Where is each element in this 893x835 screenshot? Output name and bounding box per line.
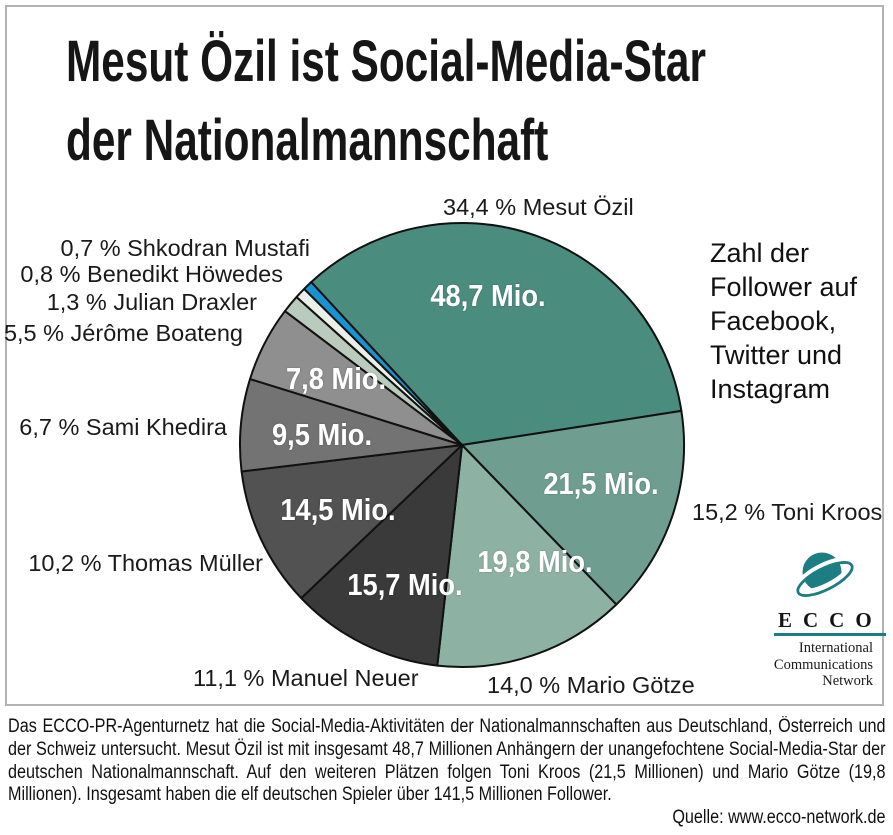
pie-label-neuer: 11,1 % Manuel Neuer (193, 665, 419, 691)
pie-label-hoewedes: 0,8 % Benedikt Höwedes (20, 261, 283, 287)
pie-value-neuer: 15,7 Mio. (347, 567, 463, 602)
pie-value-mueller: 14,5 Mio. (280, 492, 396, 527)
pie-value-oezil: 48,7 Mio. (430, 278, 546, 313)
page-title-line1: Mesut Özil ist Social-Media-Star (66, 29, 706, 94)
source-text: Quelle: www.ecco-network.de (672, 807, 886, 829)
pie-value-kroos: 21,5 Mio. (543, 466, 659, 501)
ecco-globe-icon (795, 552, 854, 597)
pie-label-mueller: 10,2 % Thomas Müller (28, 550, 263, 576)
footer-paragraph: Das ECCO-PR-Agenturnetz hat die Social-M… (8, 716, 886, 806)
pie-label-khedira: 6,7 % Sami Khedira (19, 414, 227, 440)
ecco-rule (774, 633, 886, 636)
page-title-line2: der Nationalmannschaft (66, 108, 549, 173)
pie-label-oezil: 34,4 % Mesut Özil (443, 194, 634, 220)
pie-value-goetze: 19,8 Mio. (477, 544, 593, 579)
pie-label-kroos: 15,2 % Toni Kroos (692, 499, 883, 525)
pie-label-draxler: 1,3 % Julian Draxler (46, 289, 257, 315)
pie-label-goetze: 14,0 % Mario Götze (487, 672, 695, 698)
ecco-logo: ECCO International Communications Networ… (740, 540, 890, 700)
pie-value-khedira: 9,5 Mio. (271, 417, 373, 452)
ecco-subtitle: International Communications Network (773, 640, 873, 689)
ecco-wordmark: ECCO (778, 608, 883, 632)
pie-label-mustafi: 0,7 % Shkodran Mustafi (60, 235, 311, 261)
page-title: Mesut Özil ist Social-Media-Star der Nati… (66, 22, 706, 180)
follower-note: Zahl der Follower auf Facebook, Twitter … (710, 238, 858, 404)
pie-label-boateng: 5,5 % Jérôme Boateng (3, 320, 243, 346)
pie-value-boateng: 7,8 Mio. (285, 361, 387, 396)
footer: Das ECCO-PR-Agenturnetz hat die Social-M… (8, 716, 886, 830)
